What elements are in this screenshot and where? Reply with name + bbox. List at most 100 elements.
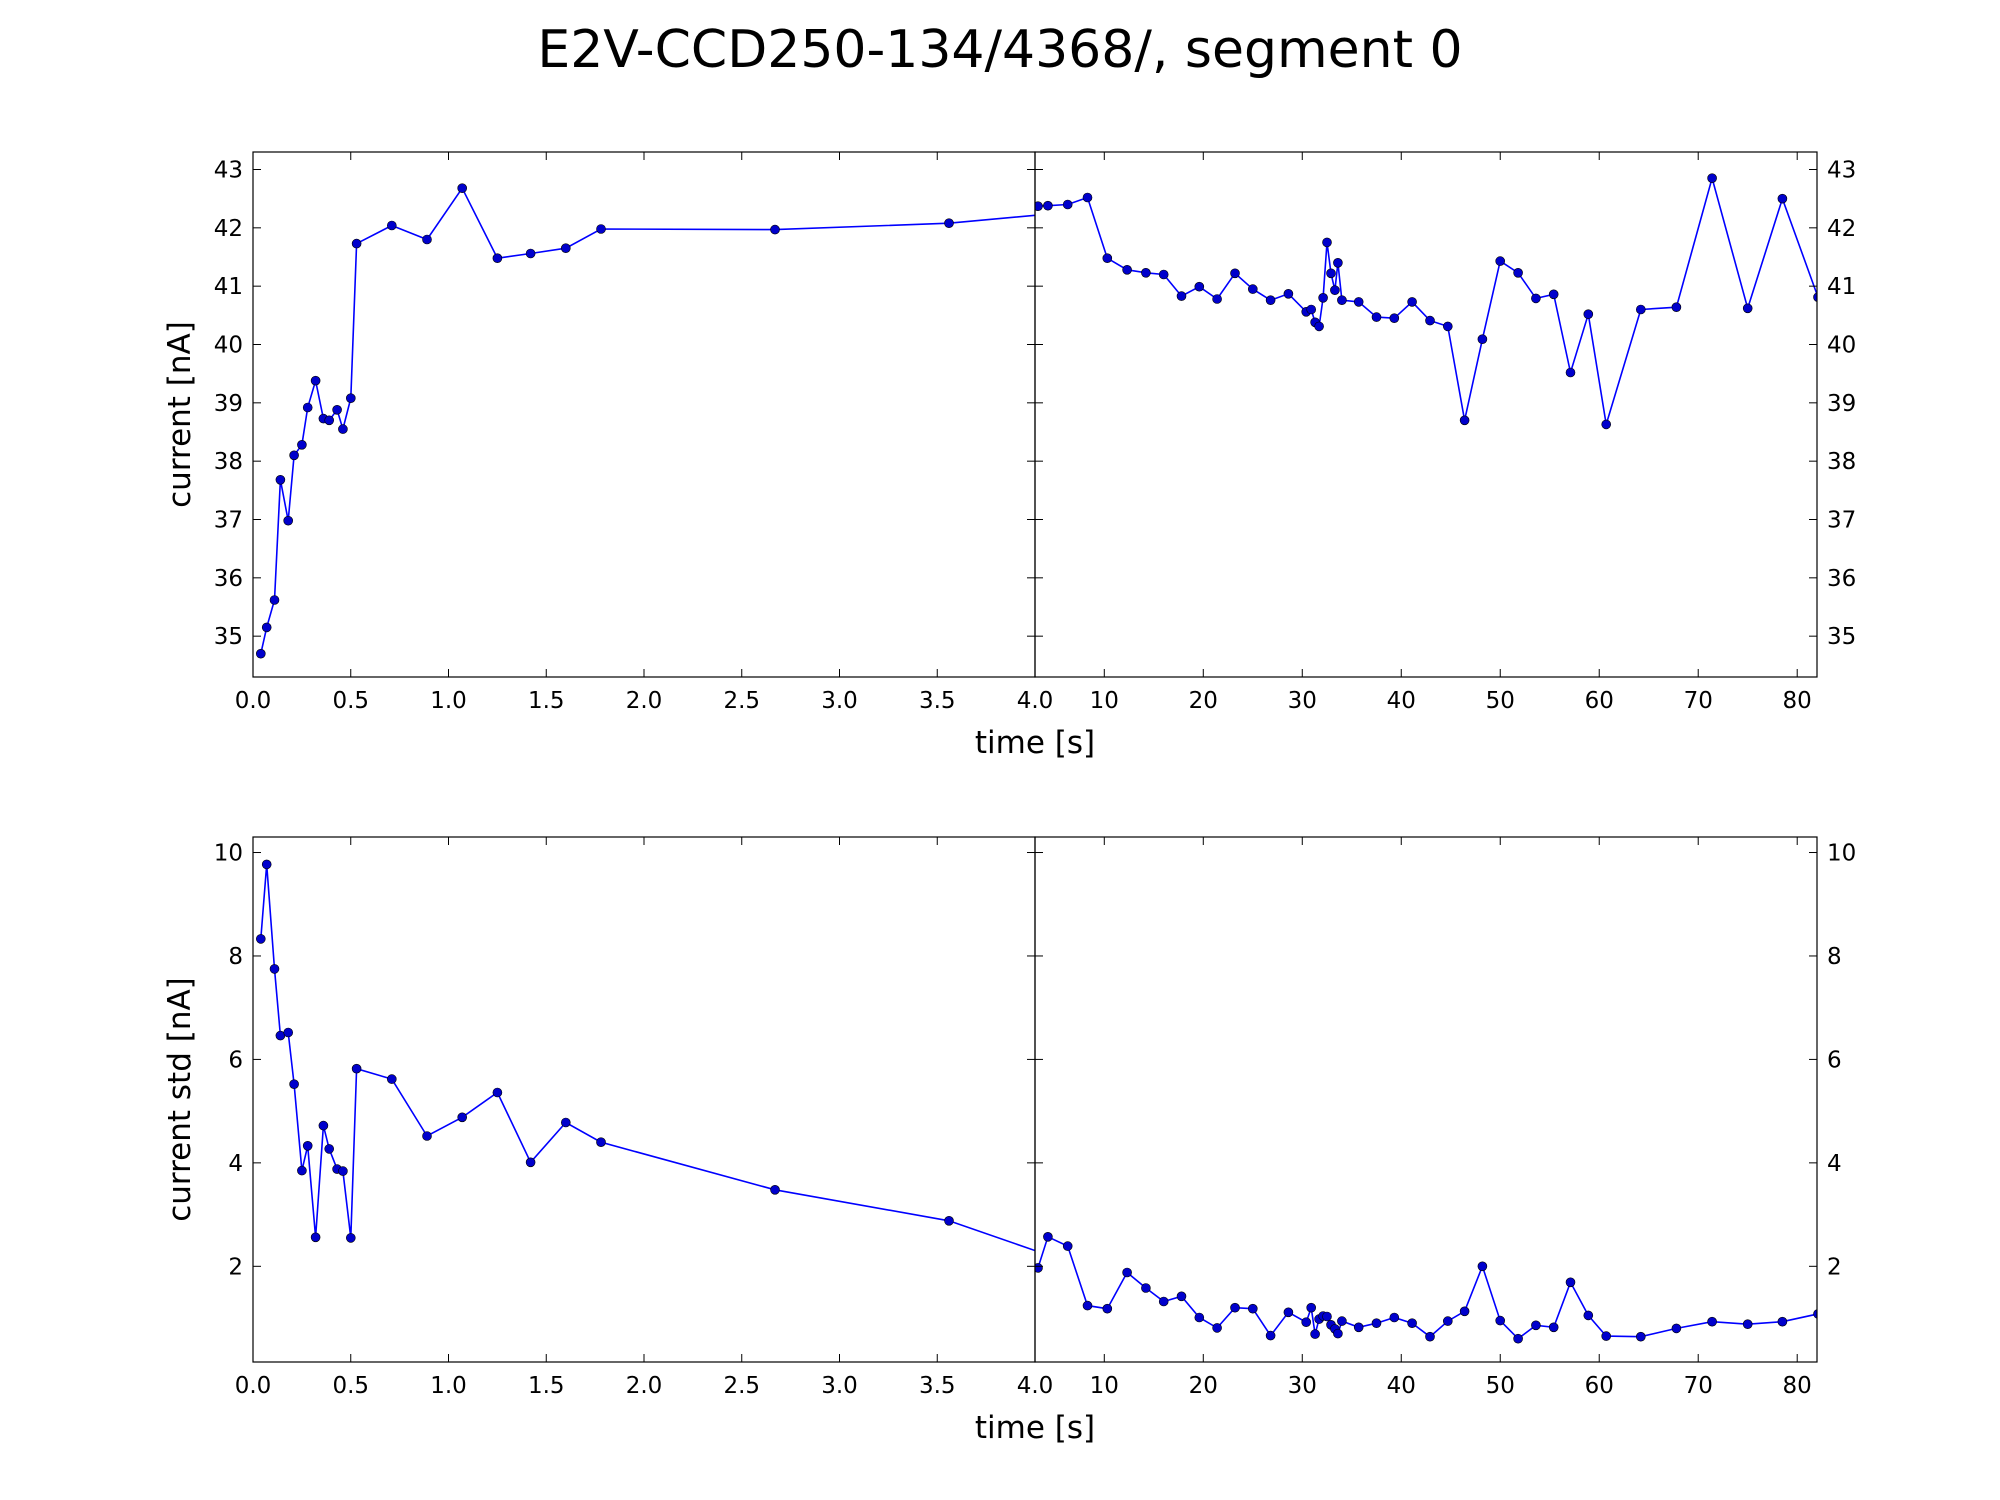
y-tick-label-right: 38 [1827,449,1856,475]
data-point [1742,303,1753,314]
data-point [944,218,954,228]
data-point [1459,415,1470,426]
x-axis-label: time [s] [975,1410,1095,1446]
data-point [1117,203,1126,212]
data-point [1353,297,1364,307]
data-point [596,1137,606,1147]
y-tick-label: 35 [214,624,243,650]
y-tick-label-right: 42 [1827,216,1856,242]
data-point [1306,304,1316,315]
data-point [289,1079,299,1089]
axes-frame-right [1034,836,1818,1363]
data-point [1043,1232,1053,1242]
y-tick-label: 43 [214,158,243,184]
data-point [1248,1303,1258,1314]
x-tick-label: 50 [1486,688,1515,714]
x-tick-label: 1.5 [528,688,565,714]
x-tick-label: 20 [1189,688,1218,714]
data-point [1548,1322,1559,1333]
x-tick-label: 40 [1387,1373,1416,1399]
x-tick-label: 2.5 [723,688,760,714]
data-point [1322,237,1332,248]
data-point [1531,1320,1541,1331]
data-point [1062,199,1073,210]
data-point [1407,297,1417,307]
data-point [351,1063,362,1074]
data-point [1102,1303,1113,1314]
y-axis-label: current std [nA] [162,977,198,1222]
x-tick-label: 2.5 [723,1373,760,1399]
data-point [1495,1315,1505,1326]
data-point [1671,1323,1682,1334]
x-tick-label: 1.5 [528,1373,565,1399]
data-point [1565,1277,1576,1288]
data-point [1425,1331,1435,1342]
data-point [1062,1241,1073,1251]
y-axis-label: current [nA] [162,321,198,508]
data-point [525,1157,536,1168]
data-point [1318,292,1328,303]
data-point [297,1165,307,1176]
x-tick-label: 0.5 [332,1373,369,1399]
x-tick-label: 80 [1783,688,1812,714]
data-point [324,415,335,426]
x-tick-label: 30 [1288,1373,1317,1399]
data-point [1371,1318,1382,1328]
y-tick-label: 8 [228,944,243,970]
data-point [1513,1333,1523,1344]
x-tick-label: 40 [1387,688,1416,714]
data-point [338,1166,348,1176]
data-point [1122,1267,1132,1278]
data-point [1531,293,1541,304]
y-tick-label-right: 8 [1827,944,1842,970]
data-point [289,450,299,461]
data-point [1601,1331,1611,1341]
axes-frame-left [252,151,1036,678]
data-point [297,439,307,450]
data-point [1306,1302,1316,1313]
data-point [1548,289,1559,300]
data-point [1777,193,1788,204]
data-point [1212,294,1222,304]
data-point [1212,1323,1222,1333]
y-tick-label-right: 6 [1827,1047,1842,1073]
data-point [1601,419,1611,430]
panels: 0.0 0.5 1.0 1.5 2.0 2.5 3.0 3.5 4.0 10 20 30 40 50 60 7… [162,151,1856,1446]
data-point [1513,267,1523,278]
data-point [1707,173,1717,183]
data-point [269,595,280,605]
x-tick-label: 0.5 [332,688,369,714]
x-tick-label: 0.0 [235,688,272,714]
data-point [422,234,432,245]
x-tick-label: 0.0 [235,1373,272,1399]
x-tick-label: 50 [1486,1373,1515,1399]
data-point [1407,1318,1417,1328]
y-tick-label: 42 [214,216,243,242]
series-line-left [260,864,1035,1252]
y-tick-label-right: 36 [1827,566,1856,592]
axes-frame-left [252,836,1036,1363]
y-tick-label-right: 2 [1827,1254,1842,1280]
data-point [1265,295,1276,306]
data-point [1742,1319,1753,1329]
data-point [324,1144,335,1154]
data-point [255,648,266,659]
data-point [283,1027,294,1038]
y-tick-label: 41 [214,274,243,300]
data-point [1230,268,1240,279]
x-tick-label: 60 [1585,1373,1614,1399]
data-point [1035,1263,1043,1273]
y-tick-label: 37 [214,508,243,534]
data-point [302,1141,313,1151]
data-point [1333,257,1343,268]
series-left [255,859,1035,1252]
y-tick-label-right: 37 [1827,508,1856,534]
data-point [1636,1331,1646,1342]
data-point [770,1185,780,1195]
x-tick-label: 3.5 [919,1373,956,1399]
data-point [1322,1311,1332,1322]
x-tick-label: 4.0 [1017,1373,1054,1399]
series-right [1035,173,1817,430]
x-tick-label: 3.0 [821,688,858,714]
